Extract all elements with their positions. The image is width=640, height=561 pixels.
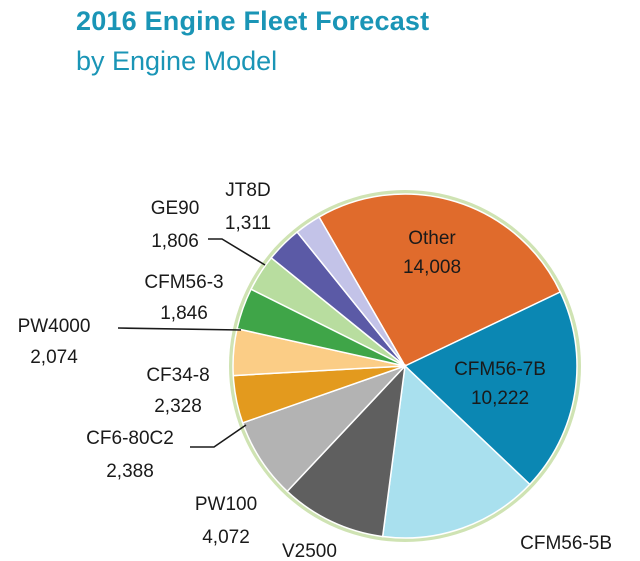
slice-label-v2500: V2500 xyxy=(282,541,337,561)
pie-slice-cfm56-7b xyxy=(403,290,578,486)
leader-line-ge90 xyxy=(208,238,266,266)
chart-subtitle: by Engine Model xyxy=(76,46,278,76)
pie-slice-cfm56-5b xyxy=(381,364,531,539)
slice-value-ge90: 1,806 xyxy=(151,231,199,252)
slice-label-cf6-80c2: CF6-80C2 xyxy=(86,428,174,449)
slice-label-pw100: PW100 xyxy=(195,494,257,515)
slice-value-cfm56-7b: 10,222 xyxy=(471,388,529,409)
slice-value-cfm56-3: 1,846 xyxy=(160,303,208,324)
leader-line-pw4000 xyxy=(117,327,242,331)
slice-value-pw4000: 2,074 xyxy=(30,347,78,368)
slice-label-ge90: GE90 xyxy=(151,198,200,219)
chart-title: 2016 Engine Fleet Forecast xyxy=(76,6,430,36)
slice-label-jt8d: JT8D xyxy=(225,180,270,201)
slice-value-other: 14,008 xyxy=(403,257,461,278)
pie-slice-jt8d xyxy=(296,216,406,367)
slice-label-cf34-8: CF34-8 xyxy=(146,365,209,386)
pie-slice-v2500 xyxy=(286,363,407,538)
slice-label-cfm56-5b: CFM56-5B xyxy=(520,533,612,554)
slice-value-pw100: 4,072 xyxy=(202,527,250,548)
slice-value-jt8d: 1,311 xyxy=(225,213,271,234)
slice-label-cfm56-3: CFM56-3 xyxy=(144,272,223,293)
slice-label-pw4000: PW4000 xyxy=(18,316,91,337)
leader-line-cf6-80c2 xyxy=(190,424,247,448)
slice-value-cf6-80c2: 2,388 xyxy=(106,461,154,482)
slice-value-cf34-8: 2,328 xyxy=(154,396,202,417)
slice-label-other: Other xyxy=(408,228,456,249)
pie-slice-other xyxy=(317,193,562,367)
slice-label-cfm56-7b: CFM56-7B xyxy=(454,359,546,380)
